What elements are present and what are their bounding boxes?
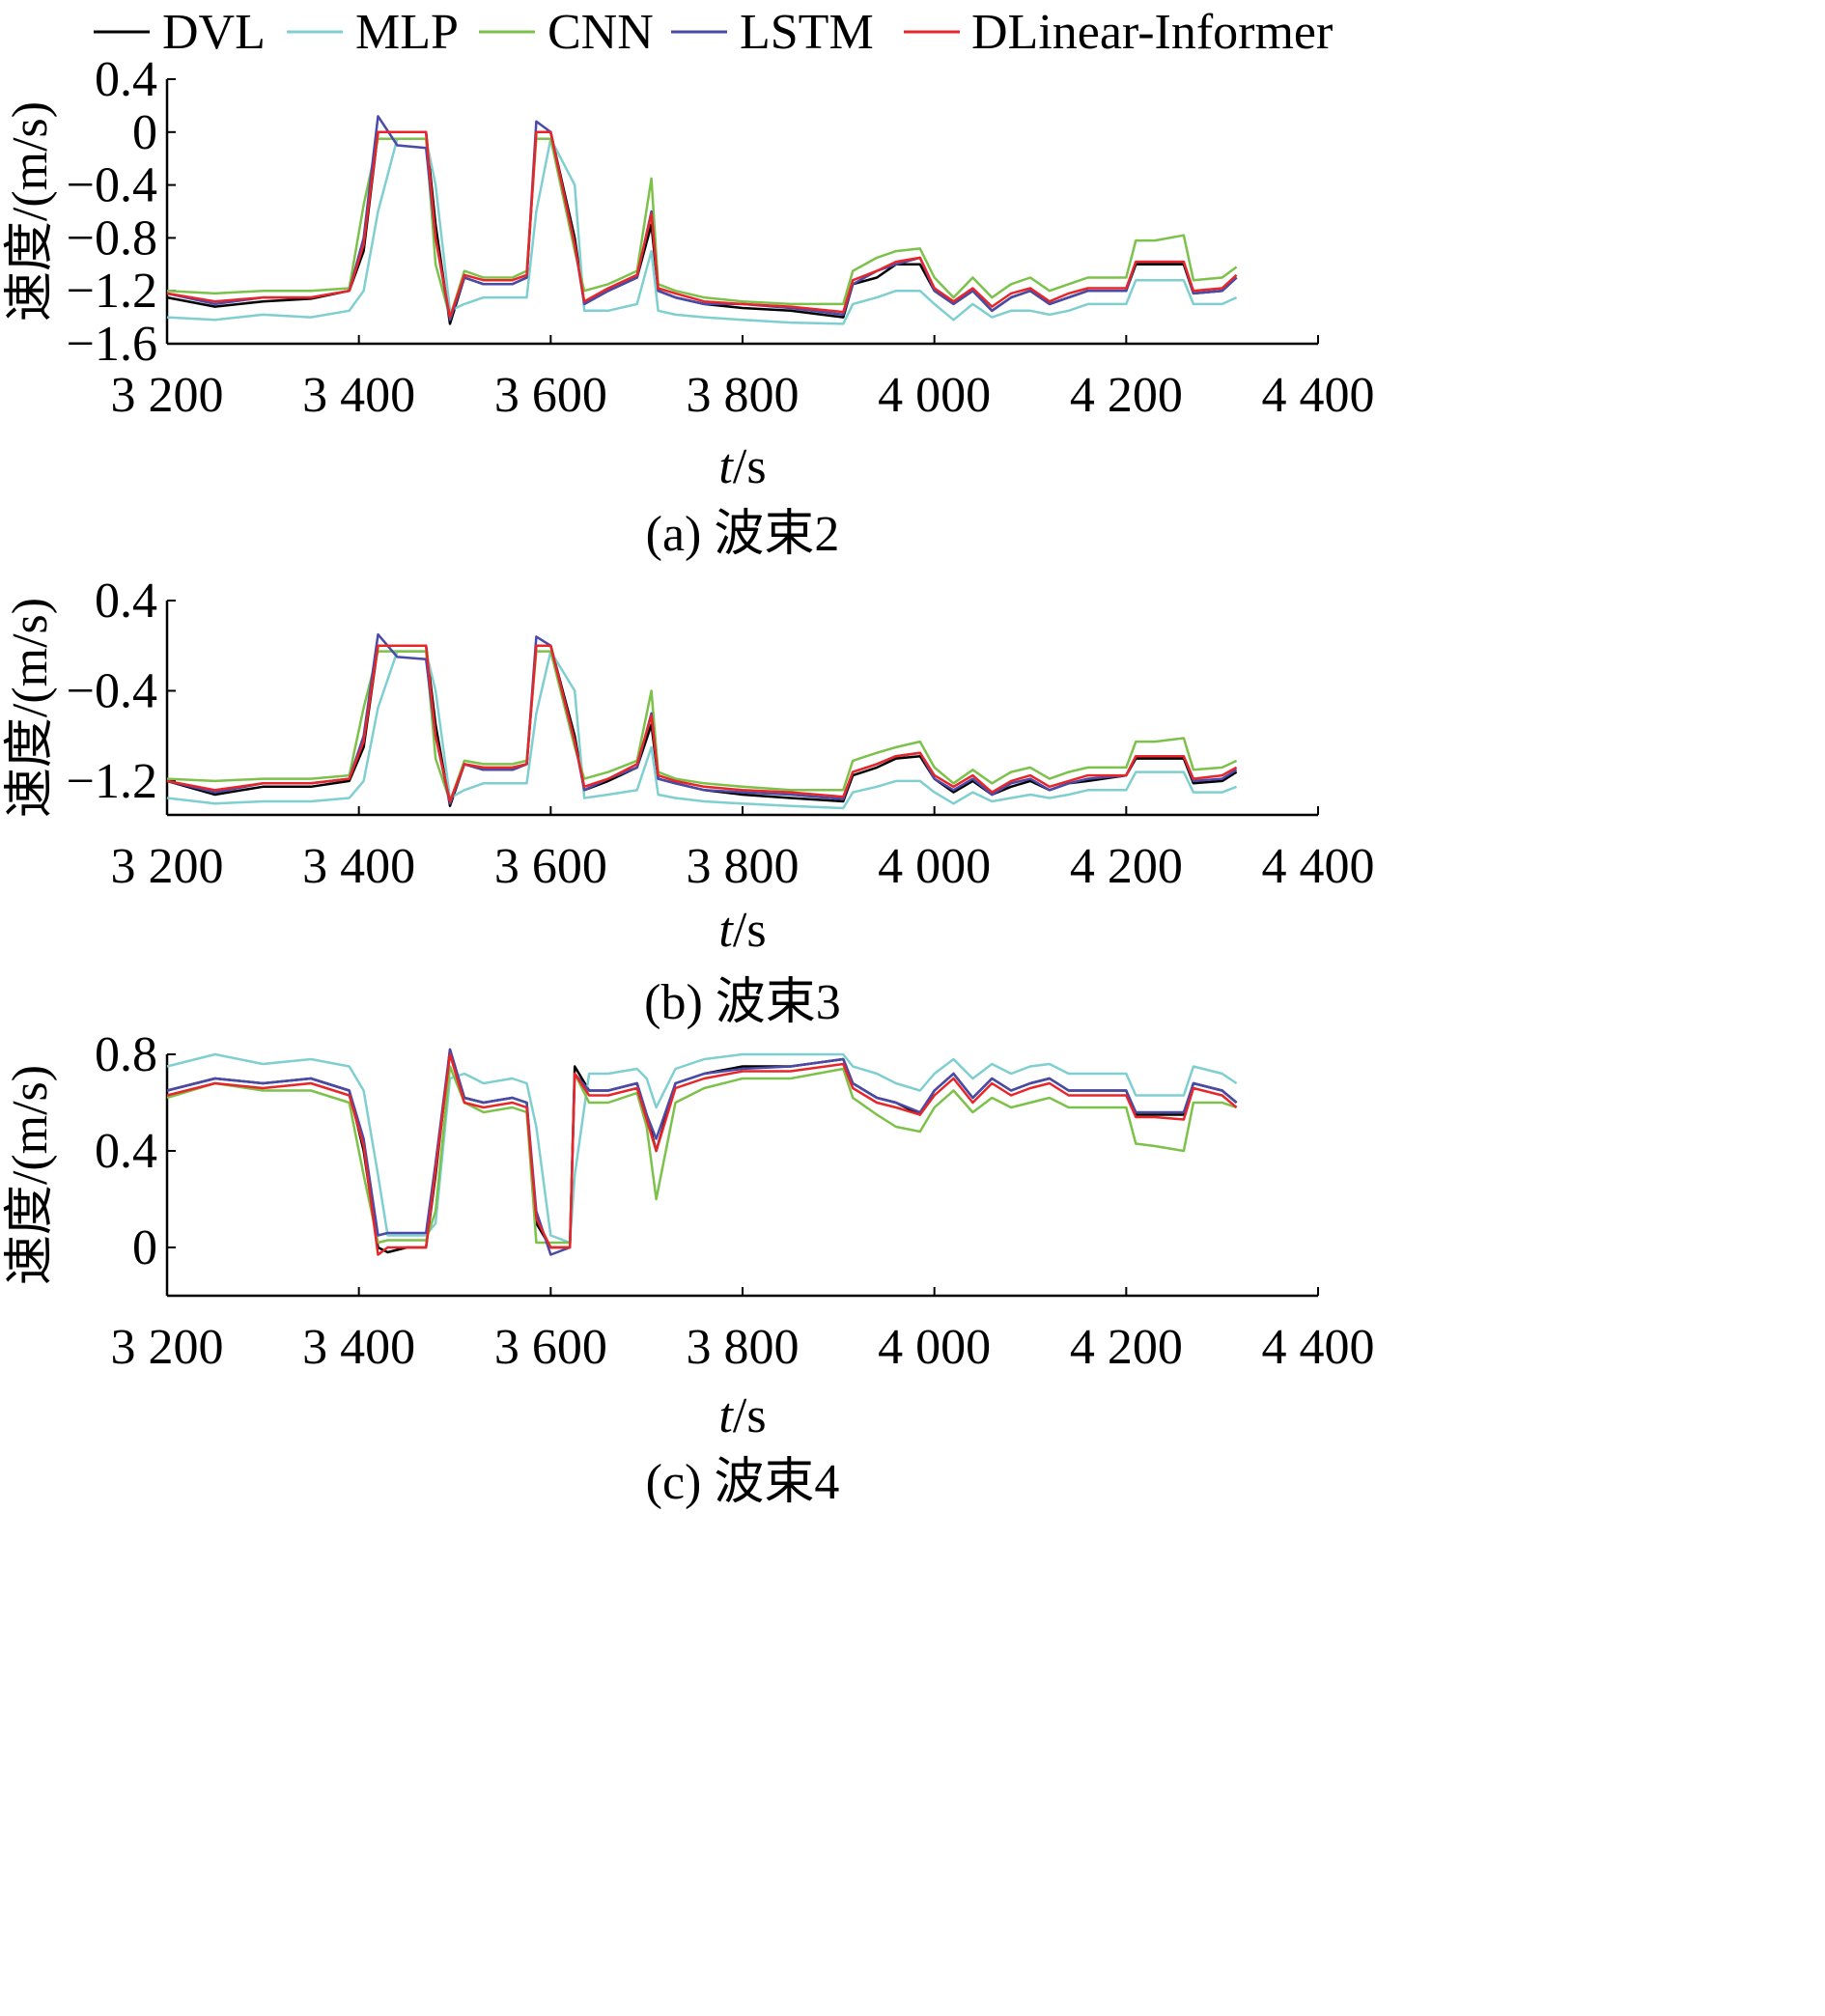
x-tick-label: 3 600 [494, 839, 607, 894]
panel-caption: (a) 波束2 [646, 507, 840, 562]
legend-label: MLP [355, 5, 459, 60]
x-tick-label: 4 200 [1070, 368, 1183, 423]
legend: DVL MLP CNN LSTM DLinear-Informer [94, 5, 1333, 60]
y-tick-label: −1.2 [67, 264, 157, 319]
x-tick-label: 3 400 [302, 368, 415, 423]
x-axis-title-unit: /s [733, 439, 767, 494]
panel-beam-2: 3 200 3 400 3 600 3 800 4 000 4 200 4 4000.40−… [3, 52, 1375, 562]
legend-item-dlinear-informer: DLinear-Informer [904, 5, 1333, 60]
legend-label: CNN [548, 5, 654, 60]
legend-label: DVL [162, 5, 266, 60]
x-tick-label: 4 400 [1262, 839, 1375, 894]
series-line-mlp [166, 1052, 1238, 1245]
series-line-dlinear-informer [166, 1052, 1238, 1256]
x-tick-label: 3 400 [302, 839, 415, 894]
x-tick-label: 4 000 [878, 368, 991, 423]
x-tick-label: 4 200 [1070, 839, 1183, 894]
x-axis-title-var: t [718, 1388, 734, 1443]
legend-label: DLinear-Informer [971, 5, 1333, 60]
y-tick-label: 0.4 [95, 1124, 157, 1179]
y-axis-title: 速度/(m/s) [3, 598, 58, 818]
legend-item-cnn: CNN [479, 5, 654, 60]
series-line-dlinear-informer [166, 130, 1238, 319]
y-axis-title: 速度/(m/s) [3, 101, 58, 322]
y-tick-label: 0.8 [95, 1027, 157, 1082]
series-line-cnn [166, 650, 1238, 803]
y-tick-label: 0.4 [95, 574, 157, 629]
series-line-lstm [166, 632, 1238, 805]
legend-item-dvl: DVL [94, 5, 266, 60]
x-tick-label: 3 600 [494, 368, 607, 423]
x-tick-label: 3 200 [111, 1320, 224, 1375]
x-tick-label: 3 400 [302, 1320, 415, 1375]
y-tick-label: 0.4 [95, 52, 157, 107]
x-tick-label: 4 400 [1262, 368, 1375, 423]
legend-label: LSTM [740, 5, 874, 60]
panel-beam-3: 3 200 3 400 3 600 3 800 4 000 4 200 4 400 0.4 −0… [3, 574, 1375, 1030]
x-tick-label: 3 800 [687, 839, 800, 894]
y-tick-label: −1.2 [67, 754, 157, 809]
x-axis-title: t/s [718, 903, 766, 958]
y-tick-label: 0 [132, 105, 157, 160]
panel-caption: (b) 波束3 [644, 975, 841, 1030]
x-tick-label: 3 600 [494, 1320, 607, 1375]
x-tick-label: 3 200 [111, 839, 224, 894]
x-tick-label: 4 000 [878, 839, 991, 894]
x-axis-title-unit: /s [733, 903, 767, 958]
series-group [166, 115, 1238, 325]
legend-item-mlp: MLP [287, 5, 459, 60]
x-tick-label: 4 000 [878, 1320, 991, 1375]
panel-beam-4: 3 200 3 400 3 600 3 800 4 000 4 200 4 400 0.8 0.… [3, 1027, 1375, 1510]
x-axis-title: t/s [718, 1388, 766, 1443]
x-tick-label: 3 200 [111, 368, 224, 423]
x-tick-label: 3 800 [687, 368, 800, 423]
series-group [166, 632, 1238, 810]
series-line-lstm [166, 1048, 1238, 1256]
x-axis-title-var: t [718, 439, 734, 494]
y-tick-label: −1.6 [67, 317, 157, 372]
panel-caption: (c) 波束4 [646, 1455, 840, 1510]
y-tick-label: 0 [132, 1220, 157, 1275]
y-tick-label: −0.8 [67, 210, 157, 266]
x-tick-label: 3 800 [687, 1320, 800, 1375]
x-tick-label: 4 200 [1070, 1320, 1183, 1375]
x-axis-title: t/s [718, 439, 766, 494]
y-tick-label: −0.4 [67, 663, 157, 718]
y-tick-label: −0.4 [67, 158, 157, 213]
series-group [166, 1048, 1238, 1256]
series-line-cnn [166, 137, 1238, 319]
x-tick-label: 4 400 [1262, 1320, 1375, 1375]
x-axis-title-unit: /s [733, 1388, 767, 1443]
y-axis-title: 速度/(m/s) [3, 1065, 58, 1285]
legend-item-lstm: LSTM [671, 5, 874, 60]
x-axis-title-var: t [718, 903, 734, 958]
series-line-lstm [166, 115, 1238, 322]
series-line-dlinear-informer [166, 644, 1238, 803]
series-line-cnn [166, 1065, 1237, 1245]
